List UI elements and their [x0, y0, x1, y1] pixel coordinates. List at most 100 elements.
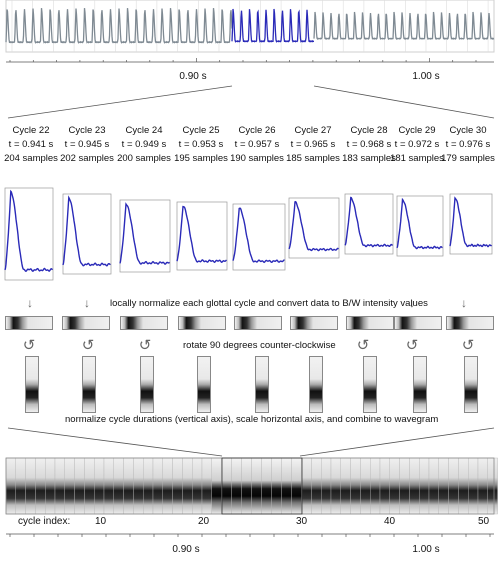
cycle-waveform-panel — [288, 197, 340, 259]
wavegram-column — [54, 457, 66, 515]
cycle-title: Cycle 28 — [350, 125, 388, 136]
top-waveform-gray-left — [5, 8, 233, 44]
wavegram-column — [15, 457, 26, 515]
wavegram-column — [84, 457, 95, 515]
wavegram-column — [25, 457, 36, 515]
cycle-time: t = 0.941 s — [8, 139, 54, 150]
cycle-index-10: 10 — [95, 516, 107, 527]
wavegram-column — [103, 457, 115, 515]
cycle-waveform-panel — [119, 199, 171, 273]
cycle-time: t = 0.965 s — [290, 139, 336, 150]
zoom-line-left — [7, 85, 233, 119]
cycle-samples: 200 samples — [117, 153, 171, 164]
wavegram-column — [211, 457, 222, 515]
wavegram-column — [379, 457, 391, 515]
cycle-samples: 181 samples — [390, 153, 444, 164]
cycle-waveform-trace — [176, 205, 227, 264]
wavegram-column — [261, 457, 272, 515]
wavegram-column — [123, 457, 134, 515]
cycle-waveform-panel — [62, 193, 112, 275]
wavegram-column — [64, 457, 75, 515]
wavegram-column — [5, 457, 17, 515]
vertical-bw-strip — [197, 356, 211, 413]
cycle-29-label: Cycle 29 t = 0.972 s 181 samples — [389, 124, 445, 166]
horizontal-bw-strip — [178, 316, 226, 330]
cycle-samples: 195 samples — [174, 153, 228, 164]
wavegram-column — [74, 457, 85, 515]
wavegram-column — [201, 457, 213, 515]
cycle-samples: 190 samples — [230, 153, 284, 164]
wavegram-column — [350, 457, 361, 515]
wavegram-column — [340, 457, 351, 515]
cycle-panel-frame — [232, 203, 286, 271]
cycle-waveform-trace — [62, 195, 111, 267]
cycle-title: Cycle 29 — [398, 125, 436, 136]
cycle-23-label: Cycle 23 t = 0.945 s 202 samples — [59, 124, 115, 166]
cycle-panel-frame — [4, 187, 54, 281]
wavegram-zoom-connector — [7, 427, 495, 457]
cycle-index-30: 30 — [296, 516, 308, 527]
wavegram-column — [370, 457, 381, 515]
cycle-time: t = 0.972 s — [394, 139, 440, 150]
bottom-time-axis — [6, 533, 494, 537]
combine-caption: normalize cycle durations (vertical axis… — [65, 414, 439, 425]
normalize-caption: locally normalize each glottal cycle and… — [110, 298, 428, 309]
cycle-time: t = 0.945 s — [64, 139, 110, 150]
down-arrow-icon: ↓ — [27, 296, 33, 310]
wavegram-column — [241, 457, 252, 515]
cycle-waveform-trace — [232, 207, 285, 264]
wavegram-column — [409, 457, 420, 515]
wavegram-column — [360, 457, 371, 515]
cycle-30-label: Cycle 30 t = 0.976 s 179 samples — [440, 124, 496, 166]
wavegram-column — [221, 457, 232, 515]
cycle-index-40: 40 — [384, 516, 396, 527]
cycle-waveform-panel — [4, 187, 54, 281]
wavegram-column — [142, 457, 154, 515]
wavegram-column — [428, 457, 440, 515]
bottom-time-label-0-90: 0.90 s — [172, 544, 200, 555]
cycle-panel-frame — [176, 201, 228, 271]
cycle-time: t = 0.976 s — [445, 139, 491, 150]
wavegram-column — [458, 457, 469, 515]
wavegram-column — [182, 457, 193, 515]
wavegram-column — [281, 457, 292, 515]
cycle-panel-frame — [396, 195, 444, 257]
top-time-axis-ticks — [9, 58, 477, 62]
bottom-time-label-1-00: 1.00 s — [412, 544, 440, 555]
wavegram-line-left — [7, 427, 223, 457]
wavegram-line-right — [299, 427, 495, 457]
horizontal-bw-strip — [394, 316, 442, 330]
cycle-index-20: 20 — [198, 516, 210, 527]
wavegram-column — [133, 457, 144, 515]
cycle-panel-frame — [449, 193, 493, 255]
cycle-waveform-trace — [288, 200, 339, 252]
horizontal-bw-strip — [120, 316, 168, 330]
cycle-waveform-trace — [344, 196, 393, 248]
wavegram-column — [487, 457, 498, 515]
cycle-title: Cycle 26 — [238, 125, 276, 136]
cycle-title: Cycle 24 — [125, 125, 163, 136]
cycle-waveform-trace — [119, 202, 170, 265]
cycle-title: Cycle 23 — [68, 125, 106, 136]
cycle-title: Cycle 27 — [294, 125, 332, 136]
vertical-bw-strip — [140, 356, 154, 413]
wavegram-column — [321, 457, 332, 515]
cycle-28-label: Cycle 28 t = 0.968 s 183 samples — [341, 124, 397, 166]
wavegram — [5, 457, 498, 515]
cycle-27-label: Cycle 27 t = 0.965 s 185 samples — [285, 124, 341, 166]
down-arrow-icon: ↓ — [84, 296, 90, 310]
glottal-cycle-waveforms — [4, 187, 493, 281]
cycle-samples: 202 samples — [60, 153, 114, 164]
vertical-bw-strip — [255, 356, 269, 413]
cycle-26-label: Cycle 26 t = 0.957 s 190 samples — [229, 124, 285, 166]
top-time-label-0-90: 0.90 s — [179, 71, 207, 82]
top-waveform-gray-right — [313, 11, 495, 41]
cycle-time: t = 0.949 s — [121, 139, 167, 150]
top-waveform-panel — [5, 0, 495, 63]
cycle-samples: 185 samples — [286, 153, 340, 164]
cycle-panel-frame — [62, 193, 112, 275]
cycle-waveform-trace — [449, 196, 493, 248]
cycle-samples: 183 samples — [342, 153, 396, 164]
wavegram-column — [330, 457, 342, 515]
wavegram-column — [389, 457, 400, 515]
